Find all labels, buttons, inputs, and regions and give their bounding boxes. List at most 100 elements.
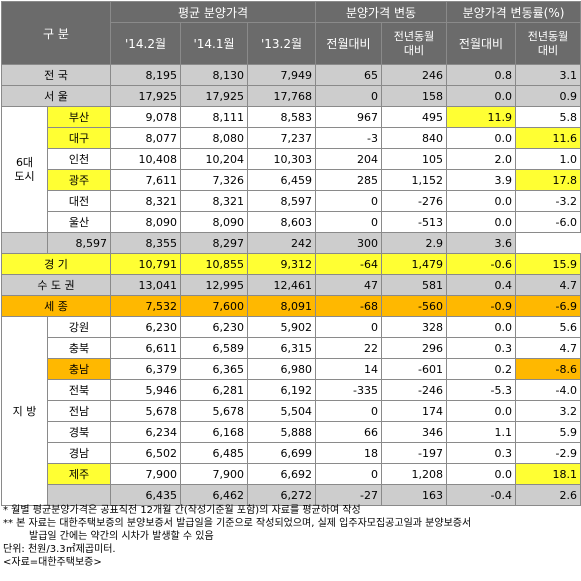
cell-value: 2.6 (515, 484, 581, 506)
cell-value: 6,589 (180, 337, 248, 359)
cell-value: -5.3 (446, 379, 516, 401)
region-name: 수 도 권 (1, 274, 111, 296)
cell-value: 7,326 (180, 169, 248, 191)
cell-value: 8,090 (180, 211, 248, 233)
cell-value: 6,485 (180, 442, 248, 464)
cell-value: 6,699 (247, 442, 316, 464)
cell-value: 0.3 (446, 337, 516, 359)
cell-value: 2.9 (381, 232, 447, 254)
cell-value: 7,611 (110, 169, 181, 191)
cell-value: 6,435 (110, 484, 181, 506)
cell-value: 9,078 (110, 106, 181, 128)
cell-value: 5,902 (247, 316, 316, 338)
region-name: 경 기 (1, 253, 111, 275)
region-name: 울산 (47, 211, 111, 233)
region-name: 충남 (47, 358, 111, 380)
region-name: 경남 (47, 442, 111, 464)
cell-value: 8,321 (180, 190, 248, 212)
cell-value: 8,321 (110, 190, 181, 212)
cell-value: 17,925 (180, 85, 248, 107)
header-period-1: '14.2월 (110, 22, 181, 65)
cell-value: 0 (315, 400, 382, 422)
cell-value: 0.9 (515, 85, 581, 107)
region-name: 충북 (47, 337, 111, 359)
cell-value: 8,297 (180, 232, 248, 254)
table-row: 충남 6,379 6,365 6,980 14 -601 0.2 -8.6 (2, 358, 581, 380)
unit-note: 단위: 천원/3.3㎡제곱미터. (3, 544, 116, 555)
cell-value: 300 (315, 232, 382, 254)
cell-value: -2.9 (515, 442, 581, 464)
cell-value: 5.6 (515, 316, 581, 338)
subtotal-name (47, 484, 111, 506)
cell-value: 6,272 (247, 484, 316, 506)
cell-value: -197 (381, 442, 447, 464)
table-row: 전북 5,946 6,281 6,192 -335 -246 -5.3 -4.0 (2, 379, 581, 401)
cell-value: 6,168 (180, 421, 248, 443)
cell-value: 0.2 (446, 358, 516, 380)
cell-value: 7,900 (180, 463, 248, 485)
header-yoy-rate: 전년동월 대비 (515, 22, 581, 65)
region-name: 대전 (47, 190, 111, 212)
cell-value: 3.9 (446, 169, 516, 191)
cell-value: -68 (315, 295, 382, 317)
cell-value: 10,791 (110, 253, 181, 275)
cell-value: 22 (315, 337, 382, 359)
cell-value: 8,597 (247, 190, 316, 212)
cell-value: 296 (381, 337, 447, 359)
region-name: 제주 (47, 463, 111, 485)
cell-value: 8,130 (180, 64, 248, 86)
cell-value: 12,995 (180, 274, 248, 296)
cell-value: 10,303 (247, 148, 316, 170)
cell-value: 6,459 (247, 169, 316, 191)
region-name: 부산 (47, 106, 111, 128)
cell-value: 1,208 (381, 463, 447, 485)
group-six-cities: 6대 도시 (1, 106, 48, 233)
cell-value: 0 (315, 85, 382, 107)
table-row: 6대 도시 부산 9,078 8,111 8,583 967 495 11.9 5.8 (1, 106, 581, 233)
header-division: 구 분 (1, 1, 111, 65)
table-row: 세 종 7,532 7,600 8,091 -68 -560 -0.9 -6.9 (1, 295, 581, 317)
cell-value: 10,204 (180, 148, 248, 170)
cell-value: 204 (315, 148, 382, 170)
cell-value: -276 (381, 190, 447, 212)
header-yoy: 전년동월 대비 (381, 22, 447, 65)
price-table: 구 분 평균 분양가격 분양가격 변동 분양가격 변동률(%) '14.2월 '… (1, 1, 581, 506)
cell-value: -3.2 (515, 190, 581, 212)
header-change-rate: 분양가격 변동률(%) (446, 1, 581, 23)
cell-value: 7,949 (247, 64, 316, 86)
cell-value: -27 (315, 484, 382, 506)
table-row: 8,597 8,355 8,297 242 300 2.9 3.6 (1, 232, 581, 254)
cell-value: 1,479 (381, 253, 447, 275)
cell-value: 0.0 (446, 85, 516, 107)
cell-value: 840 (381, 127, 447, 149)
header-period-2: '14.1월 (180, 22, 248, 65)
cell-value: 3.1 (515, 64, 581, 86)
cell-value: 1.1 (446, 421, 516, 443)
cell-value: 105 (381, 148, 447, 170)
cell-value: 17,925 (110, 85, 181, 107)
table-row: 수 도 권 13,041 12,995 12,461 47 581 0.4 4.7 (1, 274, 581, 296)
region-name: 전 국 (1, 64, 111, 86)
cell-value: 17.8 (515, 169, 581, 191)
cell-value: -335 (315, 379, 382, 401)
cell-value: -0.9 (446, 295, 516, 317)
table-body: 전 국 8,195 8,130 7,949 65 246 0.8 3.1 서 울 17,925 17… (1, 64, 581, 506)
cell-value: 0.0 (446, 400, 516, 422)
cell-value: 47 (315, 274, 382, 296)
cell-value: 6,192 (247, 379, 316, 401)
note-2: ** 본 자료는 대한주택보증의 분양보증서 발급일을 기준으로 작성되었으며,… (3, 518, 472, 529)
cell-value: 0.0 (446, 190, 516, 212)
cell-value: 6,611 (110, 337, 181, 359)
cell-value: 8,090 (110, 211, 181, 233)
cell-value: 11.6 (515, 127, 581, 149)
cell-value: 8,077 (110, 127, 181, 149)
cell-value: 5.8 (515, 106, 581, 128)
table-row: 전남 5,678 5,678 5,504 0 174 0.0 3.2 (2, 400, 581, 422)
cell-value: 13,041 (110, 274, 181, 296)
cell-value: -6.9 (515, 295, 581, 317)
cell-value: 10,855 (180, 253, 248, 275)
region-name: 경북 (47, 421, 111, 443)
header-avg-price: 평균 분양가격 (110, 1, 316, 23)
cell-value: 8,603 (247, 211, 316, 233)
table-row: 경남 6,502 6,485 6,699 18 -197 0.3 -2.9 (2, 442, 581, 464)
